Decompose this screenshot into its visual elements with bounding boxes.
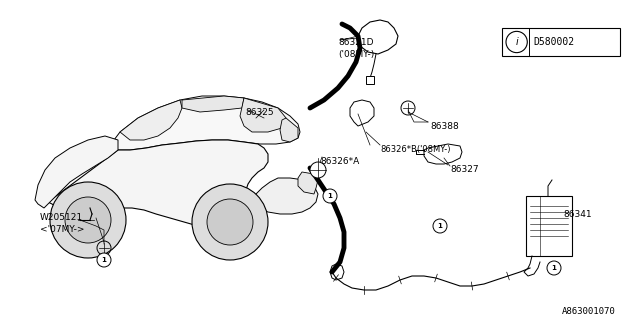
Circle shape (433, 219, 447, 233)
Text: W205121: W205121 (40, 213, 83, 222)
Text: <'07MY->: <'07MY-> (40, 225, 84, 234)
Polygon shape (48, 140, 268, 226)
Polygon shape (350, 100, 374, 126)
Text: 86321D: 86321D (338, 38, 374, 47)
Polygon shape (120, 100, 182, 140)
Circle shape (310, 162, 326, 178)
Text: D580002: D580002 (533, 37, 575, 47)
Text: i: i (515, 37, 518, 47)
Bar (526, 196, 572, 256)
Circle shape (50, 182, 126, 258)
Text: A863001070: A863001070 (562, 307, 616, 316)
Text: 86327: 86327 (450, 165, 479, 174)
Circle shape (547, 261, 561, 275)
Text: 86326*A: 86326*A (320, 157, 359, 166)
Text: 1: 1 (552, 265, 556, 271)
Polygon shape (35, 136, 118, 208)
Circle shape (65, 197, 111, 243)
Polygon shape (424, 144, 462, 164)
Text: 86326*B('08MY-): 86326*B('08MY-) (380, 145, 451, 154)
Polygon shape (252, 178, 318, 214)
Circle shape (192, 184, 268, 260)
Text: 86388: 86388 (430, 122, 459, 131)
Bar (502, 28, 620, 56)
Text: 1: 1 (328, 193, 332, 199)
Circle shape (207, 199, 253, 245)
Circle shape (97, 253, 111, 267)
Polygon shape (182, 96, 244, 112)
Text: 86341: 86341 (563, 210, 591, 219)
Polygon shape (358, 20, 398, 54)
Polygon shape (280, 118, 298, 142)
Circle shape (323, 189, 337, 203)
Polygon shape (298, 172, 318, 194)
Polygon shape (330, 264, 344, 280)
Text: 1: 1 (438, 223, 442, 229)
Polygon shape (240, 98, 286, 132)
Polygon shape (366, 76, 374, 84)
Polygon shape (112, 96, 300, 150)
Text: ('08MY-): ('08MY-) (338, 50, 374, 59)
Text: 86325: 86325 (245, 108, 274, 117)
Text: 1: 1 (102, 257, 106, 263)
